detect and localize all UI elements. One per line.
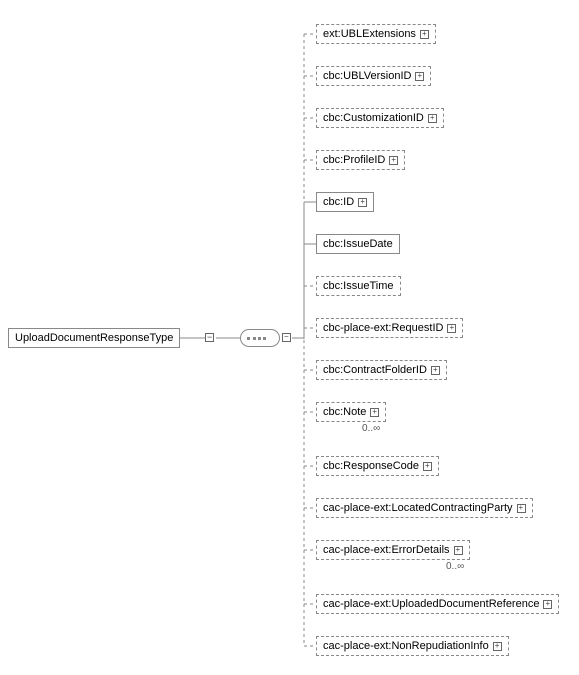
expand-icon[interactable] bbox=[431, 366, 440, 375]
child-node: cac-place-ext:NonRepudiationInfo bbox=[316, 636, 509, 656]
occurrence-label: 0..∞ bbox=[446, 561, 464, 572]
child-node: cac-place-ext:UploadedDocumentReference bbox=[316, 594, 559, 614]
expand-icon[interactable] bbox=[454, 546, 463, 555]
child-label: cbc:ID bbox=[323, 196, 354, 208]
child-label: cac-place-ext:UploadedDocumentReference bbox=[323, 598, 539, 610]
child-label: cbc:UBLVersionID bbox=[323, 70, 411, 82]
expand-icon[interactable] bbox=[428, 114, 437, 123]
expand-icon[interactable] bbox=[517, 504, 526, 513]
occurrence-label: 0..∞ bbox=[362, 423, 380, 434]
child-node: cac-place-ext:ErrorDetails bbox=[316, 540, 470, 560]
expand-icon[interactable] bbox=[423, 462, 432, 471]
sequence-collapse-icon[interactable] bbox=[282, 333, 291, 342]
expand-icon[interactable] bbox=[415, 72, 424, 81]
child-node: cbc:Note bbox=[316, 402, 386, 422]
child-node: cbc:UBLVersionID bbox=[316, 66, 431, 86]
child-label: cbc:IssueTime bbox=[323, 280, 394, 292]
type-collapse-icon[interactable] bbox=[205, 333, 214, 342]
child-node: cbc-place-ext:RequestID bbox=[316, 318, 463, 338]
child-label: cbc:CustomizationID bbox=[323, 112, 424, 124]
root-node: UploadDocumentResponseType bbox=[8, 328, 180, 348]
child-node: cbc:ProfileID bbox=[316, 150, 405, 170]
child-node: cbc:ID bbox=[316, 192, 374, 212]
expand-icon[interactable] bbox=[447, 324, 456, 333]
expand-icon[interactable] bbox=[493, 642, 502, 651]
expand-icon[interactable] bbox=[370, 408, 379, 417]
child-node: cac-place-ext:LocatedContractingParty bbox=[316, 498, 533, 518]
child-node: ext:UBLExtensions bbox=[316, 24, 436, 44]
expand-icon[interactable] bbox=[420, 30, 429, 39]
child-label: cac-place-ext:LocatedContractingParty bbox=[323, 502, 513, 514]
expand-icon[interactable] bbox=[389, 156, 398, 165]
child-label: cbc:ResponseCode bbox=[323, 460, 419, 472]
child-node: cbc:CustomizationID bbox=[316, 108, 444, 128]
child-node: cbc:ContractFolderID bbox=[316, 360, 447, 380]
child-label: cbc:ProfileID bbox=[323, 154, 385, 166]
root-label: UploadDocumentResponseType bbox=[15, 332, 173, 344]
expand-icon[interactable] bbox=[543, 600, 552, 609]
child-label: ext:UBLExtensions bbox=[323, 28, 416, 40]
child-label: cac-place-ext:NonRepudiationInfo bbox=[323, 640, 489, 652]
child-label: cbc:IssueDate bbox=[323, 238, 393, 250]
child-node: cbc:IssueTime bbox=[316, 276, 401, 296]
child-label: cac-place-ext:ErrorDetails bbox=[323, 544, 450, 556]
child-label: cbc:ContractFolderID bbox=[323, 364, 427, 376]
sequence-compositor bbox=[240, 329, 280, 347]
child-label: cbc:Note bbox=[323, 406, 366, 418]
child-node: cbc:IssueDate bbox=[316, 234, 400, 254]
child-node: cbc:ResponseCode bbox=[316, 456, 439, 476]
child-label: cbc-place-ext:RequestID bbox=[323, 322, 443, 334]
expand-icon[interactable] bbox=[358, 198, 367, 207]
